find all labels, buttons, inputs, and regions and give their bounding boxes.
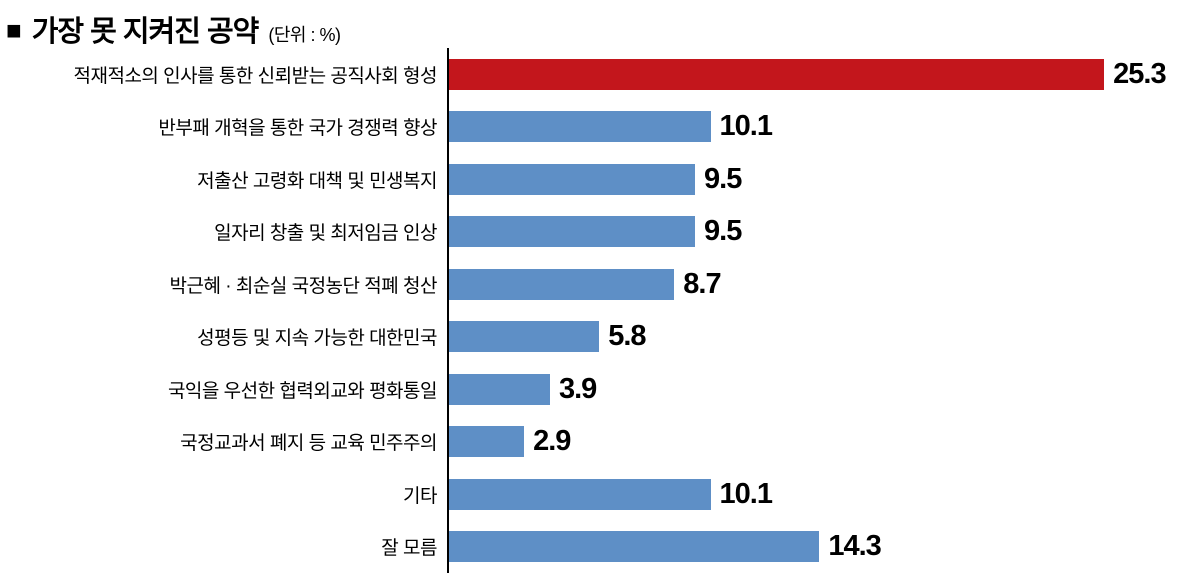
bar-zone: 10.1 bbox=[447, 468, 1200, 520]
value-label: 9.5 bbox=[704, 215, 742, 248]
y-axis-line bbox=[447, 48, 449, 573]
bar bbox=[449, 531, 820, 563]
bar bbox=[449, 111, 711, 143]
category-label: 잘 모름 bbox=[381, 538, 437, 560]
value-label: 5.8 bbox=[608, 320, 646, 353]
bar-zone: 9.5 bbox=[447, 206, 1200, 258]
bar-zone: 25.3 bbox=[447, 48, 1200, 100]
bar-zone: 10.1 bbox=[447, 101, 1200, 153]
bar-row: 성평등 및 지속 가능한 대한민국 5.8 bbox=[0, 311, 1200, 363]
value-label: 10.1 bbox=[719, 477, 773, 510]
category-label: 반부패 개혁을 통한 국가 경쟁력 향상 bbox=[158, 118, 437, 140]
bar-rows: 적재적소의 인사를 통한 신뢰받는 공직사회 형성 25.3 반부패 개혁을 통… bbox=[0, 48, 1200, 573]
bar-row: 박근혜 · 최순실 국정농단 적폐 청산 8.7 bbox=[0, 258, 1200, 310]
value-label: 9.5 bbox=[704, 162, 742, 195]
category-label: 기타 bbox=[403, 485, 437, 507]
bar-row: 반부패 개혁을 통한 국가 경쟁력 향상 10.1 bbox=[0, 101, 1200, 153]
bar-zone: 2.9 bbox=[447, 416, 1200, 468]
bar-row: 저출산 고령화 대책 및 민생복지 9.5 bbox=[0, 153, 1200, 205]
bar-row: 일자리 창출 및 최저임금 인상 9.5 bbox=[0, 206, 1200, 258]
value-label: 2.9 bbox=[533, 425, 571, 458]
page-title: 가장 못 지켜진 공약 bbox=[31, 16, 260, 48]
value-label: 8.7 bbox=[683, 267, 721, 300]
bar bbox=[449, 426, 525, 458]
unit-label: (단위 : %) bbox=[268, 25, 341, 45]
bar bbox=[449, 58, 1105, 90]
bar-row: 적재적소의 인사를 통한 신뢰받는 공직사회 형성 25.3 bbox=[0, 48, 1200, 100]
bar-zone: 5.8 bbox=[447, 311, 1200, 363]
category-label: 성평등 및 지속 가능한 대한민국 bbox=[197, 328, 437, 350]
bar-chart: 적재적소의 인사를 통한 신뢰받는 공직사회 형성 25.3 반부패 개혁을 통… bbox=[0, 48, 1200, 573]
bar bbox=[449, 163, 696, 195]
value-label: 25.3 bbox=[1113, 57, 1166, 90]
bar-row: 기타 10.1 bbox=[0, 468, 1200, 520]
bar-zone: 9.5 bbox=[447, 153, 1200, 205]
bar-row: 잘 모름 14.3 bbox=[0, 521, 1200, 573]
value-label: 3.9 bbox=[558, 372, 597, 405]
bar bbox=[449, 321, 600, 353]
bar bbox=[449, 268, 675, 300]
value-label: 14.3 bbox=[828, 530, 881, 563]
bar-zone: 8.7 bbox=[447, 258, 1200, 310]
category-label: 적재적소의 인사를 통한 신뢰받는 공직사회 형성 bbox=[73, 65, 438, 87]
bar-row: 국익을 우선한 협력외교와 평화통일 3.9 bbox=[0, 363, 1200, 415]
category-label: 저출산 고령화 대책 및 민생복지 bbox=[197, 170, 437, 192]
bar-zone: 14.3 bbox=[447, 521, 1200, 573]
bar bbox=[449, 478, 711, 510]
category-label: 일자리 창출 및 최저임금 인상 bbox=[214, 223, 437, 245]
bar-zone: 3.9 bbox=[447, 363, 1200, 415]
category-label: 박근혜 · 최순실 국정농단 적폐 청산 bbox=[169, 275, 438, 297]
category-label: 국익을 우선한 협력외교와 평화통일 bbox=[167, 380, 438, 402]
bar bbox=[449, 373, 550, 405]
category-label: 국정교과서 폐지 등 교육 민주주의 bbox=[180, 433, 437, 455]
bar bbox=[449, 216, 696, 248]
chart-header: ■ 가장 못 지켜진 공약 (단위 : %) bbox=[6, 8, 341, 50]
title-bullet-icon: ■ bbox=[6, 15, 22, 45]
bar-row: 국정교과서 폐지 등 교육 민주주의 2.9 bbox=[0, 416, 1200, 468]
value-label: 10.1 bbox=[719, 110, 773, 143]
